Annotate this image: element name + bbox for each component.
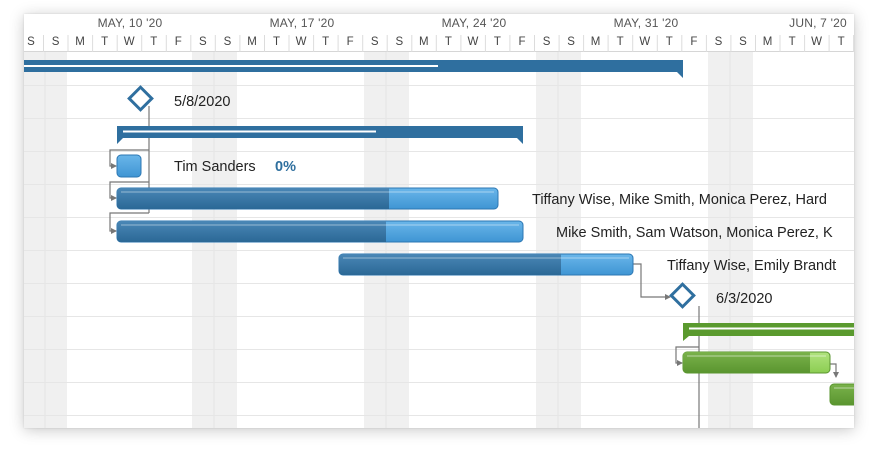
- day-letter: M: [763, 36, 773, 48]
- day-letter: T: [494, 36, 501, 48]
- day-letter: M: [419, 36, 429, 48]
- day-letter: S: [395, 36, 403, 48]
- day-letter: S: [27, 36, 35, 48]
- milestone-5-8-2020[interactable]: [127, 85, 154, 112]
- day-letter: F: [690, 36, 697, 48]
- gantt-chart[interactable]: MAY, 10 '20 MAY, 17 '20 MAY, 24 '20 MAY,…: [24, 14, 854, 428]
- day-letter: S: [543, 36, 551, 48]
- week-label: JUN, 7 '20: [789, 16, 847, 30]
- day-letter: S: [371, 36, 379, 48]
- day-letter: F: [175, 36, 182, 48]
- day-letter: T: [101, 36, 108, 48]
- day-letter: S: [739, 36, 747, 48]
- week-label: MAY, 10 '20: [98, 16, 163, 30]
- project-summary-bar[interactable]: [24, 60, 683, 78]
- task-bar-3[interactable]: [116, 220, 524, 243]
- green-group-summary-bar[interactable]: [683, 323, 854, 341]
- day-letter: S: [715, 36, 723, 48]
- day-letter: M: [591, 36, 601, 48]
- day-letter: T: [838, 36, 845, 48]
- task-progress-percent: 0%: [275, 159, 296, 175]
- day-letter: S: [199, 36, 207, 48]
- day-letter: T: [445, 36, 452, 48]
- day-letter: T: [322, 36, 329, 48]
- task-assignees-label: Mike Smith, Sam Watson, Monica Perez, K: [556, 225, 833, 241]
- milestone-date-label: 5/8/2020: [174, 94, 230, 110]
- week-label: MAY, 24 '20: [442, 16, 507, 30]
- group-summary-bar[interactable]: [117, 126, 523, 144]
- day-letter: T: [150, 36, 157, 48]
- day-letter: S: [567, 36, 575, 48]
- row-grid-lines: [24, 85, 854, 416]
- day-letter: S: [224, 36, 232, 48]
- task-assignee-label: Tim Sanders: [174, 159, 256, 175]
- milestone-6-3-2020[interactable]: [669, 282, 696, 309]
- day-letter: F: [347, 36, 354, 48]
- day-letter: W: [124, 36, 135, 48]
- timeline-header: MAY, 10 '20 MAY, 17 '20 MAY, 24 '20 MAY,…: [24, 14, 854, 52]
- milestone-date-label: 6/3/2020: [716, 291, 772, 307]
- task-bar-green-2[interactable]: [829, 383, 854, 406]
- day-letter: W: [296, 36, 307, 48]
- task-bar-tim-sanders[interactable]: [116, 154, 142, 178]
- task-bar-green-1[interactable]: [682, 351, 831, 374]
- day-letter: T: [617, 36, 624, 48]
- day-letter: W: [467, 36, 478, 48]
- week-label: MAY, 17 '20: [270, 16, 335, 30]
- day-letter: W: [639, 36, 650, 48]
- week-label: MAY, 31 '20: [614, 16, 679, 30]
- day-letter: W: [811, 36, 822, 48]
- day-letter: F: [518, 36, 525, 48]
- day-letter: M: [75, 36, 85, 48]
- task-assignees-label: Tiffany Wise, Mike Smith, Monica Perez, …: [532, 192, 827, 208]
- task-bar-2[interactable]: [116, 187, 499, 210]
- day-letter: S: [52, 36, 60, 48]
- day-letter: M: [247, 36, 257, 48]
- day-letter: T: [273, 36, 280, 48]
- task-assignees-label: Tiffany Wise, Emily Brandt: [667, 258, 836, 274]
- day-letter: T: [666, 36, 673, 48]
- task-bar-4[interactable]: [338, 253, 634, 276]
- day-letter: T: [789, 36, 796, 48]
